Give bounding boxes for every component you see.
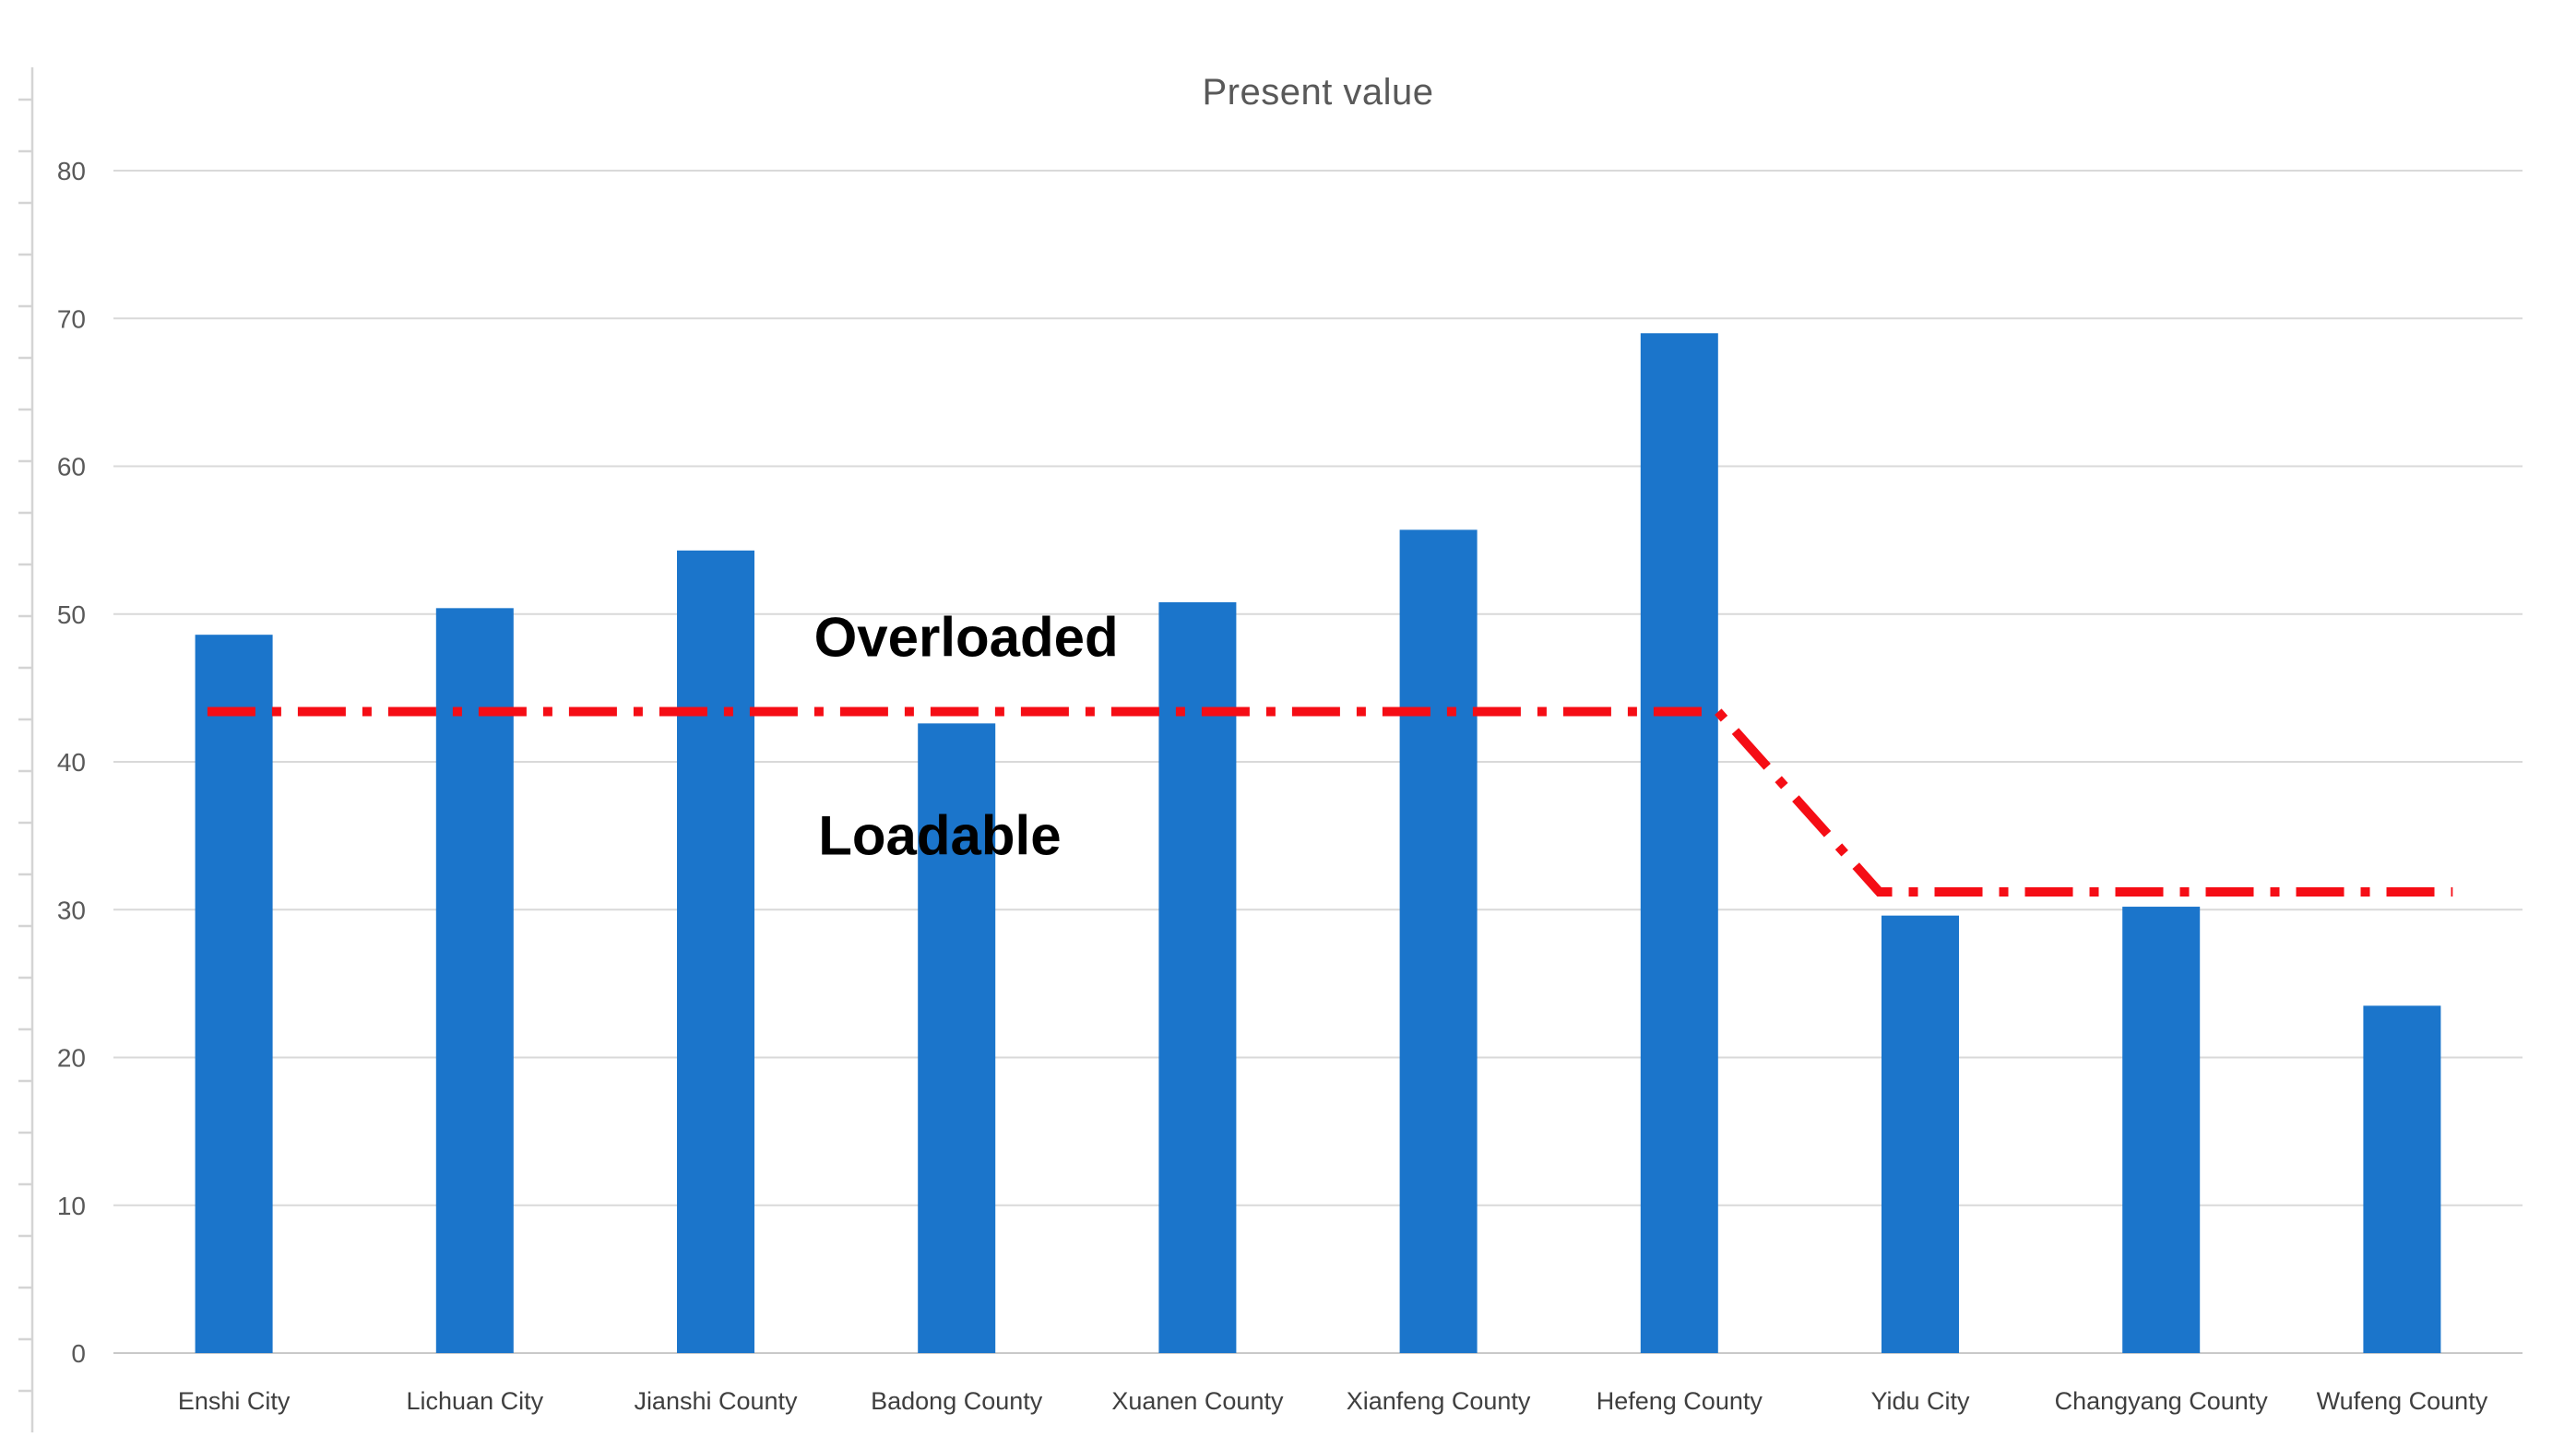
x-axis-label-hefeng-county: Hefeng County: [1597, 1387, 1763, 1415]
bar-enshi-city: [195, 635, 273, 1353]
y-axis-label-20: 20: [57, 1044, 86, 1073]
x-axis-label-wufeng-county: Wufeng County: [2317, 1387, 2488, 1415]
x-axis-label-changyang-county: Changyang County: [2055, 1387, 2269, 1415]
bar-jianshi-county: [677, 550, 754, 1353]
x-axis-label-enshi-city: Enshi City: [178, 1387, 291, 1415]
y-axis-label-10: 10: [57, 1192, 86, 1220]
y-axis-label-40: 40: [57, 748, 86, 777]
bar-xianfeng-county: [1399, 529, 1478, 1353]
bar-yidu-city: [1882, 915, 1959, 1353]
bar-changyang-county: [2122, 907, 2201, 1353]
x-axis-label-lichuan-city: Lichuan City: [407, 1387, 544, 1415]
threshold-line: [207, 707, 2453, 897]
x-axis-label-xuanen-county: Xuanen County: [1111, 1387, 1284, 1415]
bar-lichuan-city: [435, 608, 514, 1353]
bar-xuanen-county: [1158, 601, 1237, 1353]
y-axis-label-0: 0: [71, 1339, 86, 1368]
y-axis-label-50: 50: [57, 600, 86, 629]
bar-hefeng-county: [1640, 333, 1718, 1353]
x-axis-label-xianfeng-county: Xianfeng County: [1347, 1387, 1531, 1415]
annotation-overloaded: Overloaded: [813, 606, 1119, 669]
annotation-loadable: Loadable: [818, 804, 1062, 867]
x-axis-label-badong-county: Badong County: [871, 1387, 1043, 1415]
x-axis-label-yidu-city: Yidu City: [1870, 1387, 1970, 1415]
x-axis-label-jianshi-county: Jianshi County: [634, 1387, 798, 1415]
bar-wufeng-county: [2363, 1005, 2441, 1353]
bar-badong-county: [918, 723, 996, 1353]
chart-title: Present value: [1202, 72, 1434, 113]
y-axis-label-80: 80: [57, 157, 86, 185]
y-axis-label-60: 60: [57, 453, 86, 481]
y-axis-label-30: 30: [57, 896, 86, 924]
y-axis-label-70: 70: [57, 304, 86, 333]
